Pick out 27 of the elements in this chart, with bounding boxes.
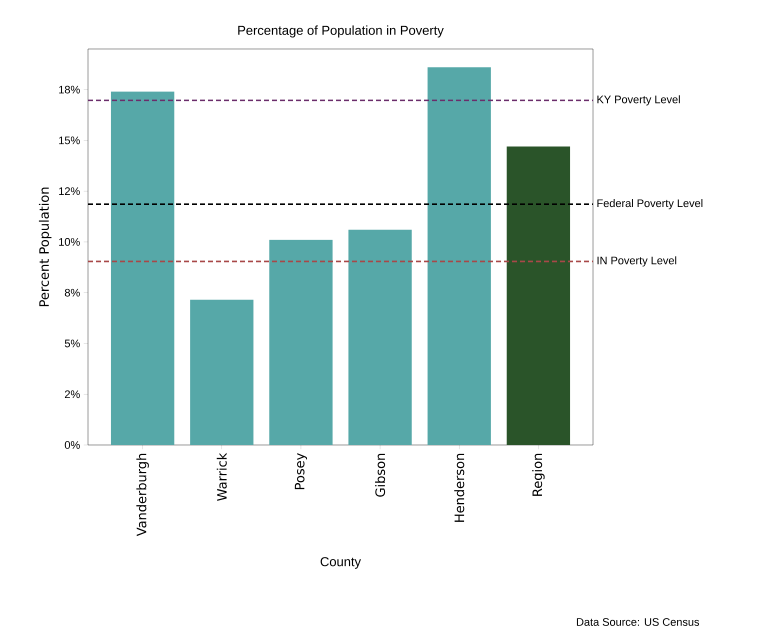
x-axis-title: County — [320, 557, 361, 569]
bar — [348, 230, 412, 445]
y-tick-label: 8% — [64, 288, 80, 297]
y-tick-label: 18% — [59, 86, 80, 94]
y-tick-label: 12% — [59, 187, 80, 196]
x-tick-label: Posey — [294, 453, 307, 490]
y-tick-label: 10% — [59, 238, 80, 246]
bar — [506, 146, 570, 445]
x-tick-label: Gibson — [375, 454, 386, 497]
y-tick-label: 5% — [64, 340, 80, 348]
ref-line-label: KY Poverty Level — [597, 95, 680, 106]
bar — [110, 92, 174, 445]
bar — [428, 67, 491, 445]
x-tick-label: Vanderburgh — [136, 454, 149, 536]
x-tick-label: Warrick — [216, 452, 227, 501]
source-note: Data Source: US Census — [576, 618, 700, 626]
bar — [269, 240, 333, 445]
y-tick-label: 2% — [64, 390, 80, 398]
chart-title: Percentage of Population in Poverty — [238, 25, 444, 38]
bar — [190, 300, 254, 445]
x-tick-label: Henderson — [454, 454, 464, 522]
y-tick-label: 0% — [64, 441, 80, 449]
ref-line-label: Federal Poverty Level — [597, 199, 702, 210]
y-axis-title: Percent Population — [38, 188, 52, 306]
ref-line-label: IN Poverty Level — [598, 256, 676, 267]
x-tick-label: Region — [532, 454, 545, 496]
y-tick-label: 15% — [59, 136, 80, 144]
